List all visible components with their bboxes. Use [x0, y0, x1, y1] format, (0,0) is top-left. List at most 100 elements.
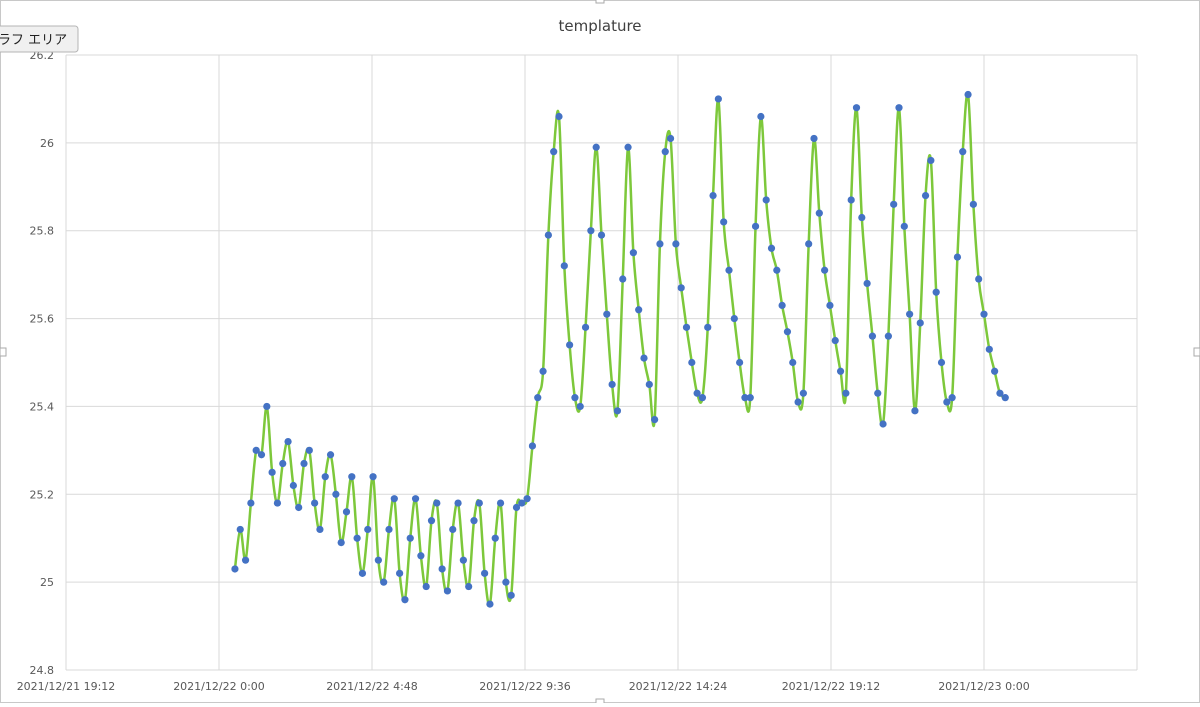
- data-point: [720, 218, 728, 226]
- data-point: [263, 402, 271, 411]
- data-point: [608, 380, 616, 389]
- data-point: [241, 556, 250, 564]
- data-point: [300, 459, 308, 468]
- data-point: [332, 490, 340, 498]
- data-point: [815, 209, 823, 217]
- data-point: [789, 358, 797, 367]
- data-point: [523, 495, 531, 503]
- data-point: [879, 420, 887, 428]
- y-tick-label: 25: [40, 576, 54, 589]
- series: [231, 90, 1009, 608]
- data-point: [390, 495, 398, 503]
- data-point: [268, 468, 276, 476]
- data-point: [353, 534, 361, 542]
- data-point: [953, 253, 962, 261]
- data-point: [890, 200, 898, 208]
- data-point: [751, 222, 760, 230]
- data-point: [613, 407, 622, 415]
- data-point: [906, 310, 914, 318]
- data-point: [911, 407, 919, 415]
- data-point: [295, 503, 303, 512]
- data-point: [932, 288, 940, 296]
- data-point: [528, 442, 537, 450]
- data-point: [316, 525, 324, 534]
- data-point: [921, 191, 930, 200]
- data-point: [279, 459, 287, 468]
- x-tick-label: 2021/12/21 19:12: [17, 680, 116, 693]
- data-point: [656, 240, 664, 248]
- data-point: [836, 367, 845, 375]
- data-point: [454, 499, 462, 507]
- data-point: [666, 134, 675, 143]
- data-point: [799, 389, 807, 397]
- data-point: [348, 473, 356, 481]
- data-point: [874, 389, 882, 397]
- data-point: [581, 323, 590, 331]
- data-point: [231, 565, 239, 573]
- data-point: [842, 389, 850, 397]
- data-point: [475, 499, 483, 507]
- data-point: [289, 481, 297, 490]
- data-point: [438, 565, 446, 573]
- data-point: [969, 200, 977, 208]
- tooltip-box: [0, 25, 79, 53]
- data-point: [592, 143, 600, 151]
- x-tick-label: 2021/12/22 9:36: [479, 680, 571, 693]
- data-point: [491, 534, 499, 542]
- data-point: [964, 90, 972, 99]
- data-point: [502, 578, 510, 586]
- data-point: [257, 451, 266, 459]
- data-point: [985, 345, 993, 353]
- data-point: [672, 240, 680, 248]
- data-point: [937, 358, 946, 367]
- data-point: [821, 266, 829, 274]
- data-point: [682, 323, 691, 331]
- data-point: [704, 323, 712, 331]
- handle[interactable]: [1193, 347, 1200, 357]
- data-point: [900, 222, 908, 230]
- data-point: [470, 517, 478, 525]
- x-tick-label: 2021/12/22 0:00: [173, 680, 265, 693]
- data-point: [443, 587, 452, 595]
- x-tick-label: 2021/12/22 19:12: [782, 680, 881, 693]
- data-point: [629, 249, 637, 257]
- data-point: [991, 367, 999, 375]
- data-point: [550, 148, 558, 156]
- y-tick-label: 24.8: [30, 664, 55, 677]
- data-point: [369, 473, 377, 481]
- data-point: [693, 389, 701, 397]
- data-point: [810, 134, 818, 143]
- data-point: [496, 499, 505, 507]
- data-point: [826, 301, 834, 309]
- data-point: [401, 596, 409, 604]
- data-point: [645, 380, 653, 389]
- data-point: [603, 310, 611, 318]
- data-point: [544, 231, 552, 239]
- handle[interactable]: [595, 0, 605, 4]
- data-point: [736, 358, 744, 367]
- data-point: [916, 319, 924, 327]
- chart-title: templature: [558, 17, 641, 35]
- data-point: [481, 569, 489, 577]
- data-point: [783, 328, 792, 336]
- data-point: [560, 262, 568, 270]
- data-point: [411, 495, 420, 503]
- handle[interactable]: [0, 347, 7, 357]
- data-point: [1001, 394, 1009, 402]
- data-point: [698, 394, 707, 402]
- data-point: [959, 148, 967, 156]
- data-point: [342, 508, 351, 516]
- data-point: [677, 284, 685, 292]
- y-tick-label: 25.2: [30, 488, 55, 501]
- data-point: [730, 314, 738, 323]
- data-point: [778, 301, 786, 309]
- data-point: [571, 394, 579, 402]
- data-point: [868, 332, 877, 340]
- data-point: [709, 191, 717, 200]
- handle[interactable]: [595, 698, 605, 706]
- x-tick-label: 2021/12/22 14:24: [629, 680, 728, 693]
- data-point: [746, 394, 754, 402]
- data-point: [587, 227, 595, 235]
